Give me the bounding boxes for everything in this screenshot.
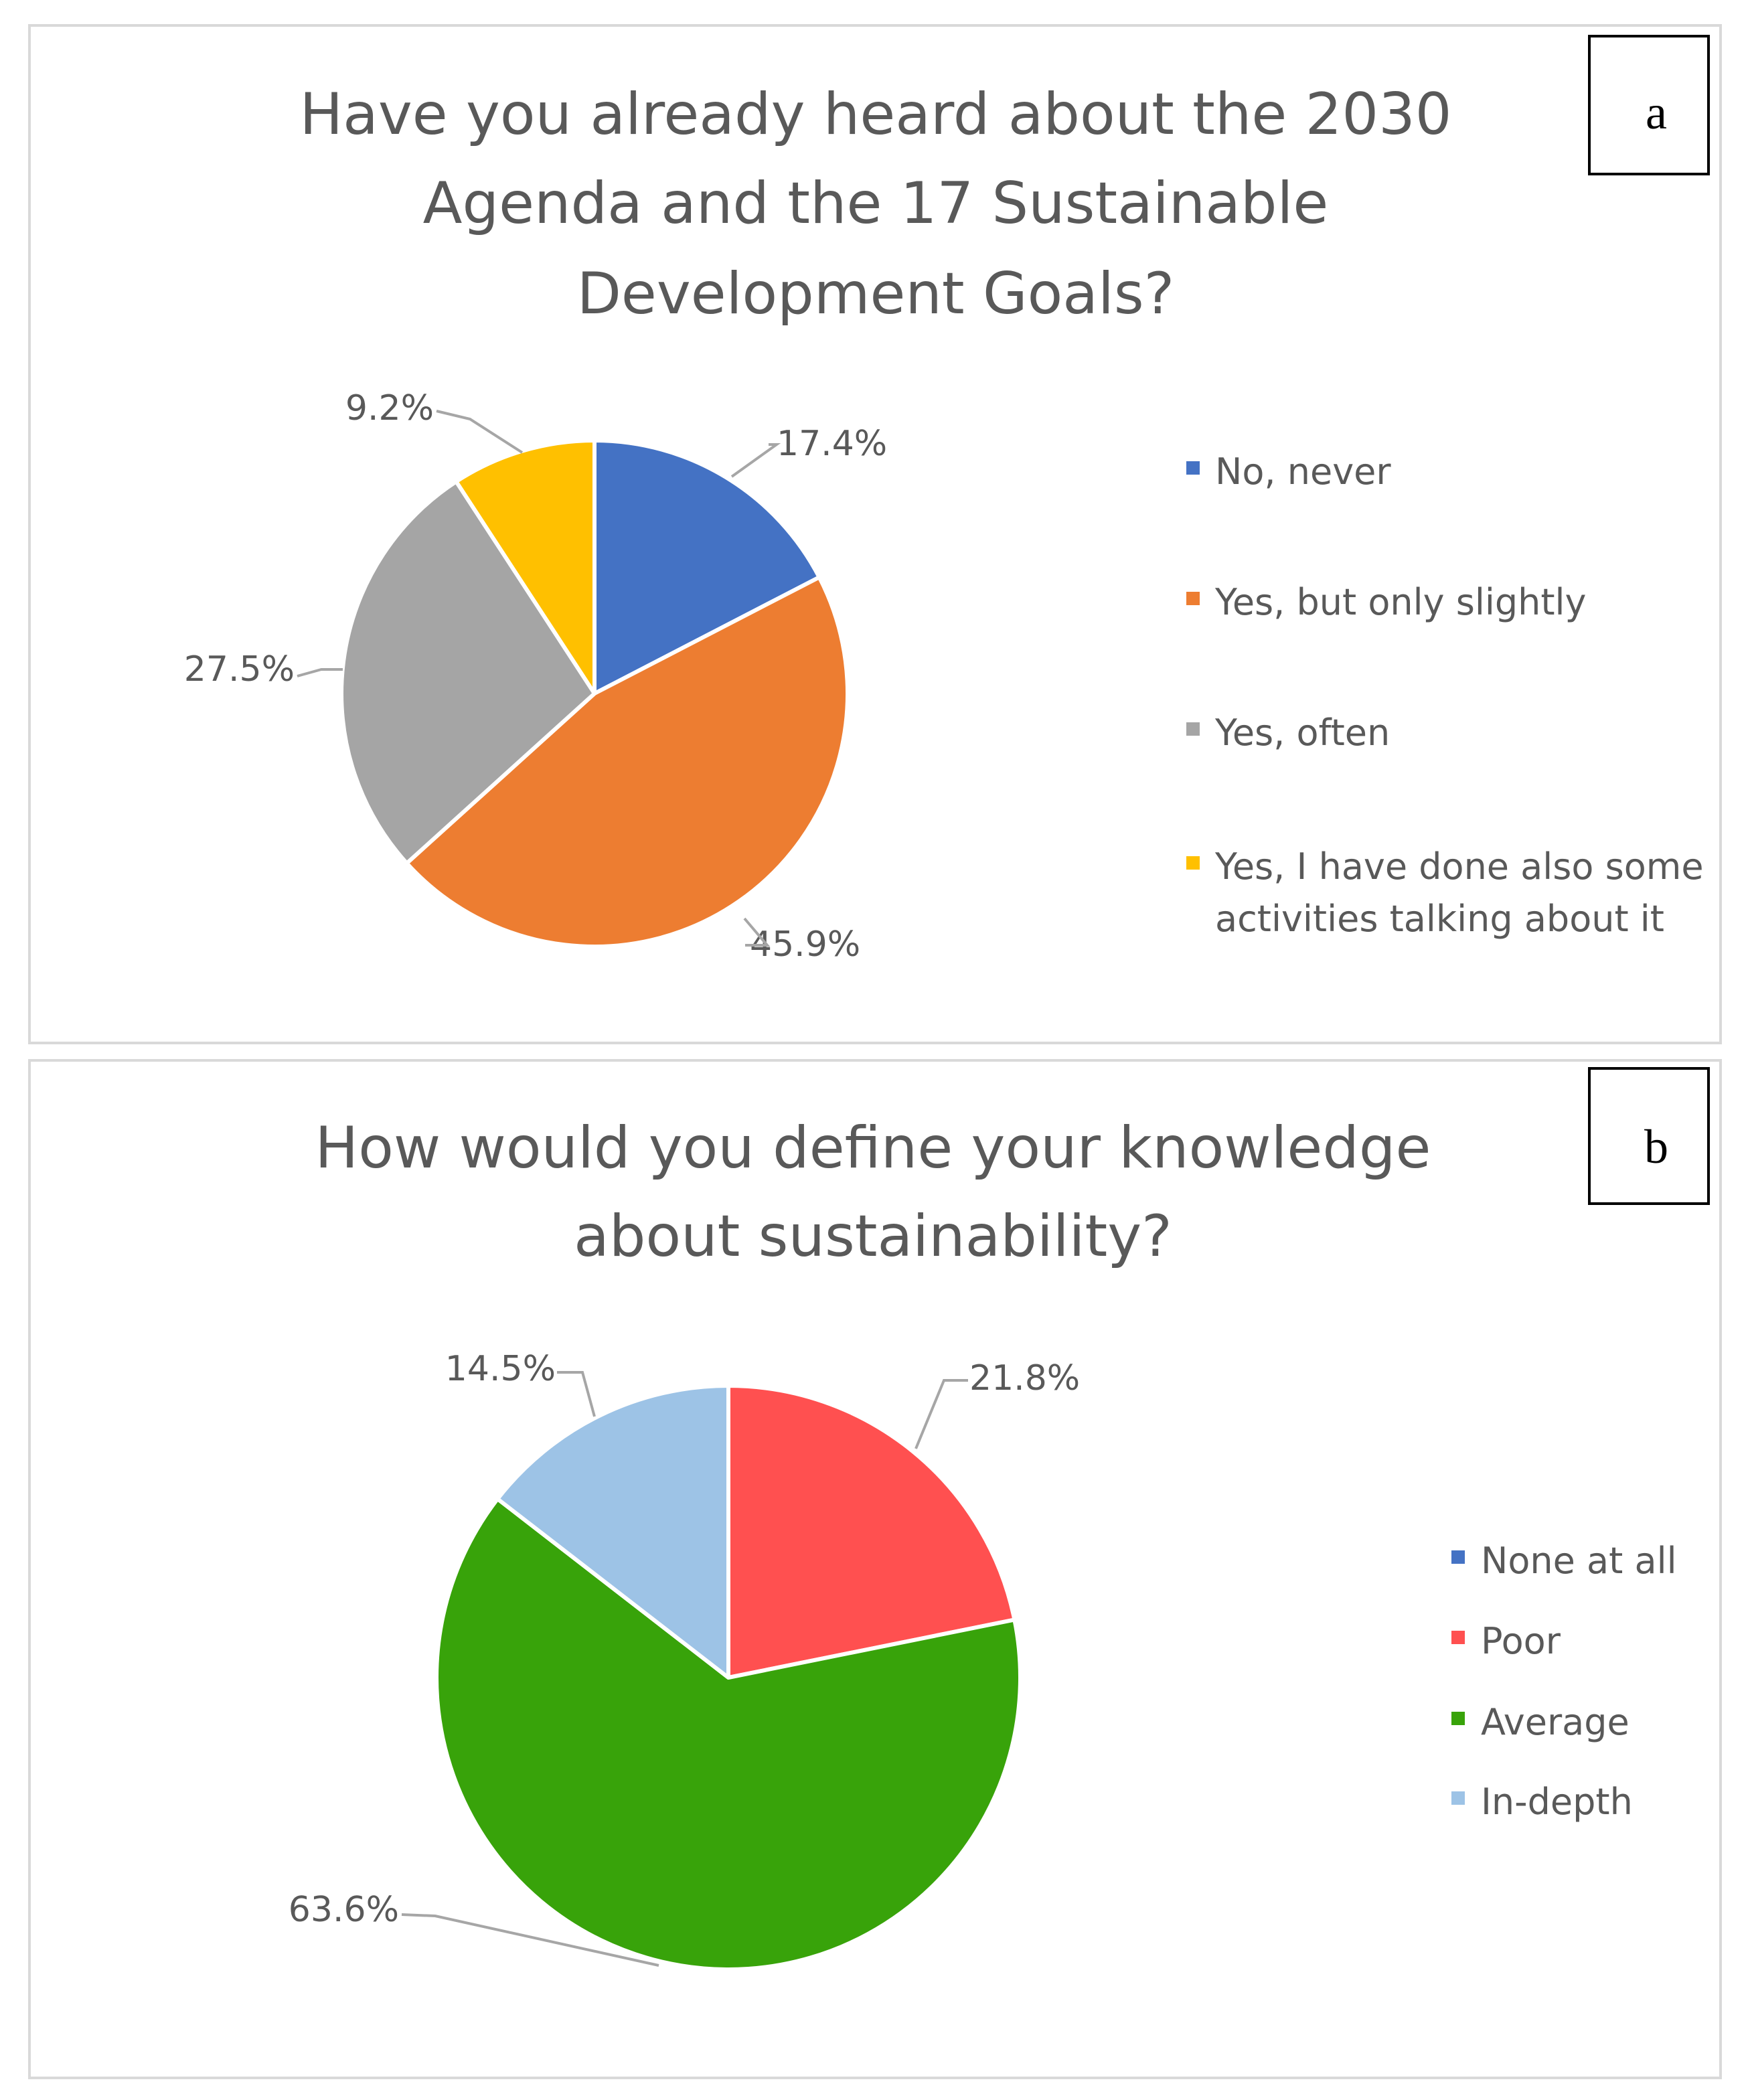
legend-swatch-yes-slightly <box>1186 592 1200 605</box>
legend-swatch-none-at-all <box>1451 1550 1465 1564</box>
legend-swatch-poor <box>1451 1631 1465 1644</box>
pie-slice-yes-but-only-slightly <box>404 575 850 949</box>
leader-yes-often <box>297 668 343 677</box>
panel-b-title-line-1: How would you define your knowledge <box>315 1115 1431 1182</box>
legend-swatch-average <box>1451 1712 1465 1725</box>
label-no-never: 17.4% <box>777 424 887 464</box>
legend-label-yes-often: Yes, often <box>1214 712 1390 754</box>
legend-swatch-yes-activities <box>1186 856 1200 870</box>
panel-a-title: Have you already heard about the 2030 Ag… <box>299 81 1451 327</box>
legend-label-no-never: No, never <box>1215 451 1391 493</box>
legend-label-none-at-all: None at all <box>1481 1540 1677 1582</box>
label-yes-often: 27.5% <box>184 649 295 690</box>
panel-b-letter-box <box>1588 1067 1710 1205</box>
pie-slice-yes-i-have-done-also-some-activities-talking-about-it <box>454 438 597 696</box>
pie-slice-yes-often <box>339 479 597 866</box>
label-yes-activities: 9.2% <box>345 388 434 428</box>
legend-label-yes-activities-line-2: activities talking about it <box>1215 898 1664 940</box>
panel-a-title-line-2: Agenda and the 17 Sustainable <box>423 170 1329 237</box>
panel-a-legend: No, never Yes, but only slightly Yes, of… <box>1186 451 1704 940</box>
leader-in-depth <box>557 1371 596 1417</box>
label-in-depth: 14.5% <box>445 1349 556 1389</box>
panel-b-leader-lines <box>401 1371 968 1967</box>
legend-swatch-in-depth <box>1451 1791 1465 1805</box>
legend-label-poor: Poor <box>1481 1620 1561 1662</box>
legend-label-yes-slightly: Yes, but only slightly <box>1214 581 1587 623</box>
panel-b-letter: b <box>1644 1120 1668 1174</box>
pie-slice-no-never <box>592 438 821 696</box>
legend-label-average: Average <box>1481 1701 1630 1743</box>
pie-slice-poor <box>726 1384 1017 1680</box>
panel-a-letter: a <box>1646 86 1667 139</box>
leader-yes-activities <box>436 410 524 454</box>
leader-poor <box>915 1379 968 1449</box>
panel-a-leader-lines <box>297 410 781 947</box>
pie-slice-average <box>434 1497 1023 1971</box>
legend-swatch-no-never <box>1186 461 1200 475</box>
panel-b-legend: None at all Poor Average In-depth <box>1451 1540 1677 1823</box>
panel-b: b How would you define your knowledge ab… <box>28 1059 1722 2079</box>
pie-slice-in-depth <box>495 1384 730 1680</box>
panel-b-title-line-2: about sustainability? <box>574 1203 1172 1270</box>
panel-a-letter-box <box>1588 35 1710 175</box>
panel-a: a Have you already heard about the 2030 … <box>28 24 1722 1044</box>
panel-b-title: How would you define your knowledge abou… <box>315 1115 1431 1270</box>
panel-a-title-line-1: Have you already heard about the 2030 <box>299 81 1451 148</box>
panel-a-data-labels: 17.4% 45.9% 27.5% 9.2% <box>184 388 887 965</box>
panel-b-data-labels: 21.8% 63.6% 14.5% <box>289 1349 1080 1930</box>
leader-yes-slightly <box>743 917 771 947</box>
panel-a-pie <box>339 438 850 949</box>
panel-a-title-line-3: Development Goals? <box>577 260 1175 327</box>
leader-average <box>401 1913 659 1967</box>
legend-label-yes-activities-line-1: Yes, I have done also some <box>1214 845 1704 888</box>
label-poor: 21.8% <box>969 1358 1080 1398</box>
legend-swatch-yes-often <box>1186 722 1200 736</box>
panel-a-frame <box>28 24 1722 1044</box>
label-average: 63.6% <box>289 1890 399 1930</box>
leader-no-never <box>730 443 781 478</box>
legend-label-in-depth: In-depth <box>1481 1781 1633 1823</box>
panel-b-pie <box>434 1384 1023 1971</box>
